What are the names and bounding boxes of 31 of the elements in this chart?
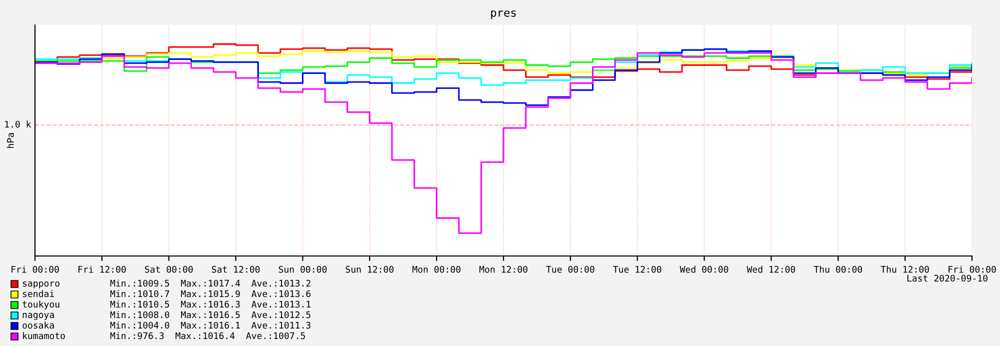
x-tick-label: Fri 00:00 <box>12 266 59 273</box>
x-tick-label: Thu 12:00 <box>880 266 929 273</box>
legend-label: sendai <box>22 290 54 298</box>
legend-label: sapporo <box>22 281 60 288</box>
legend-label: oosaka <box>22 322 54 329</box>
x-tick-label: Tue 12:00 <box>613 266 662 273</box>
x-tick-label: Wed 00:00 <box>680 266 728 273</box>
ref-line-label: 1.0 k <box>5 120 32 128</box>
x-tick-label: Sat 12:00 <box>212 266 260 273</box>
x-tick-label: Tue 00:00 <box>546 266 594 273</box>
x-tick-label: Sun 12:00 <box>346 266 394 273</box>
legend-label: kumamoto <box>23 332 65 340</box>
text: Min.:1010.7 Max.:1015.9 Ave.:1013.6 <box>110 290 311 298</box>
x-tick-label: Mon 00:00 <box>412 266 460 273</box>
chart-title: pres <box>491 10 516 19</box>
legend-label: nagoya <box>22 312 54 320</box>
x-tick-label: Fri 00:00 <box>948 266 996 273</box>
text: Min.:1004.0 Max.:1016.1 Ave.:1011.3 <box>110 322 310 329</box>
text: Min.:976.3 Max.:1016.4 Ave.:1007.5 <box>110 332 305 340</box>
legend-label: toukyou <box>22 300 60 310</box>
x-tick-label: Sat 00:00 <box>145 266 193 273</box>
x-tick-label: Wed 12:00 <box>746 266 796 273</box>
x-tick-label: Fri 12:00 <box>78 266 126 273</box>
y-axis-title: hPa <box>6 133 14 148</box>
text: Last 2020-09-10 <box>907 274 988 282</box>
x-tick-label: Thu 00:00 <box>814 266 862 273</box>
x-tick-label: Sun 00:00 <box>278 266 327 273</box>
text: Min.:1010.5 Max.:1016.3 Ave.:1013.1 <box>110 300 310 308</box>
text: Min.:1008.0 Max.:1016.5 Ave.:1012.5 <box>110 311 310 318</box>
x-tick-label: Mon 12:00 <box>479 266 528 273</box>
text: Min.:1009.5 Max.:1017.4 Ave.:1013.2 <box>110 280 310 287</box>
